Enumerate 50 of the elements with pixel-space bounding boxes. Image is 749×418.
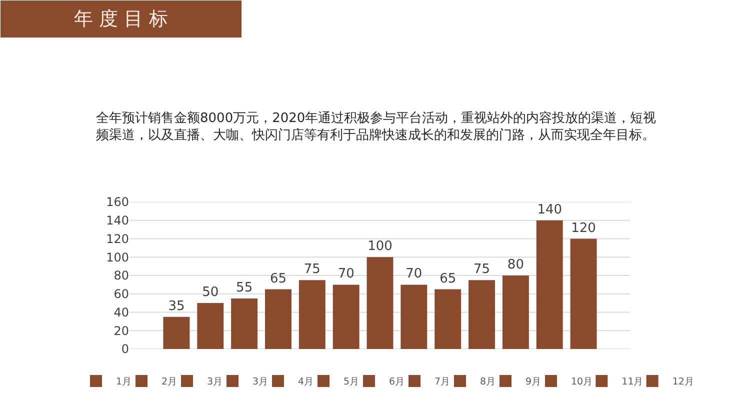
- bar: [570, 238, 597, 349]
- data-label: 70: [338, 266, 354, 282]
- y-tick-label: 20: [114, 324, 129, 338]
- data-label: 80: [507, 258, 524, 272]
- legend-label: 6月: [389, 376, 406, 388]
- y-tick-label: 60: [114, 287, 129, 302]
- legend-label: 12月: [672, 376, 694, 388]
- legend-label: 7月: [434, 376, 451, 388]
- bar: [468, 280, 495, 349]
- legend-label: 10月: [571, 376, 594, 388]
- bar: [502, 276, 529, 349]
- bar: [231, 298, 258, 349]
- bar: [536, 220, 563, 349]
- bar: [265, 289, 292, 349]
- legend-label: 2月: [162, 376, 178, 388]
- data-label: 55: [236, 280, 253, 296]
- y-tick-label: 140: [106, 214, 129, 228]
- data-label: 140: [537, 202, 562, 218]
- y-tick-label: 40: [114, 305, 129, 320]
- y-tick-label: 120: [106, 232, 129, 246]
- legend-label: 8月: [480, 376, 496, 388]
- data-label: 65: [440, 271, 456, 286]
- y-tick-label: 0: [121, 342, 129, 356]
- legend-label: 11月: [622, 376, 644, 388]
- legend-label: 1月: [116, 376, 132, 388]
- data-label: 120: [571, 220, 596, 236]
- bar: [163, 316, 190, 349]
- bar: [400, 284, 428, 349]
- bar: [332, 284, 360, 349]
- y-tick-label: 160: [106, 195, 129, 210]
- y-tick-label: 100: [106, 250, 129, 264]
- y-tick-label: 80: [114, 268, 129, 283]
- legend-label: 5月: [344, 376, 360, 388]
- bar: [197, 303, 224, 349]
- legend-label: 3月: [207, 376, 224, 388]
- legend-label: 3月: [252, 376, 269, 388]
- data-label: 70: [406, 266, 422, 282]
- bar: [434, 289, 462, 349]
- bar: [298, 280, 326, 349]
- bar: [366, 257, 394, 349]
- legend-label: 9月: [526, 376, 542, 388]
- chart-title: 年 度 目 标: [74, 8, 168, 30]
- data-label: 75: [304, 262, 320, 278]
- chart-subtitle: 全年预计销售金额8000万元，2020年通过积极参与平台活动，重视站外的内容投放的渠道，短视频渠道，以及直播、大咖、快闪门店等有利于品牌快速成长的和发展的门路，从而实现全年目标。: [96, 110, 656, 143]
- data-label: 75: [473, 262, 490, 278]
- data-label: 50: [202, 285, 219, 300]
- data-label: 100: [368, 239, 392, 254]
- data-label: 65: [270, 271, 287, 286]
- legend-label: 4月: [298, 376, 314, 388]
- data-label: 35: [168, 298, 185, 314]
